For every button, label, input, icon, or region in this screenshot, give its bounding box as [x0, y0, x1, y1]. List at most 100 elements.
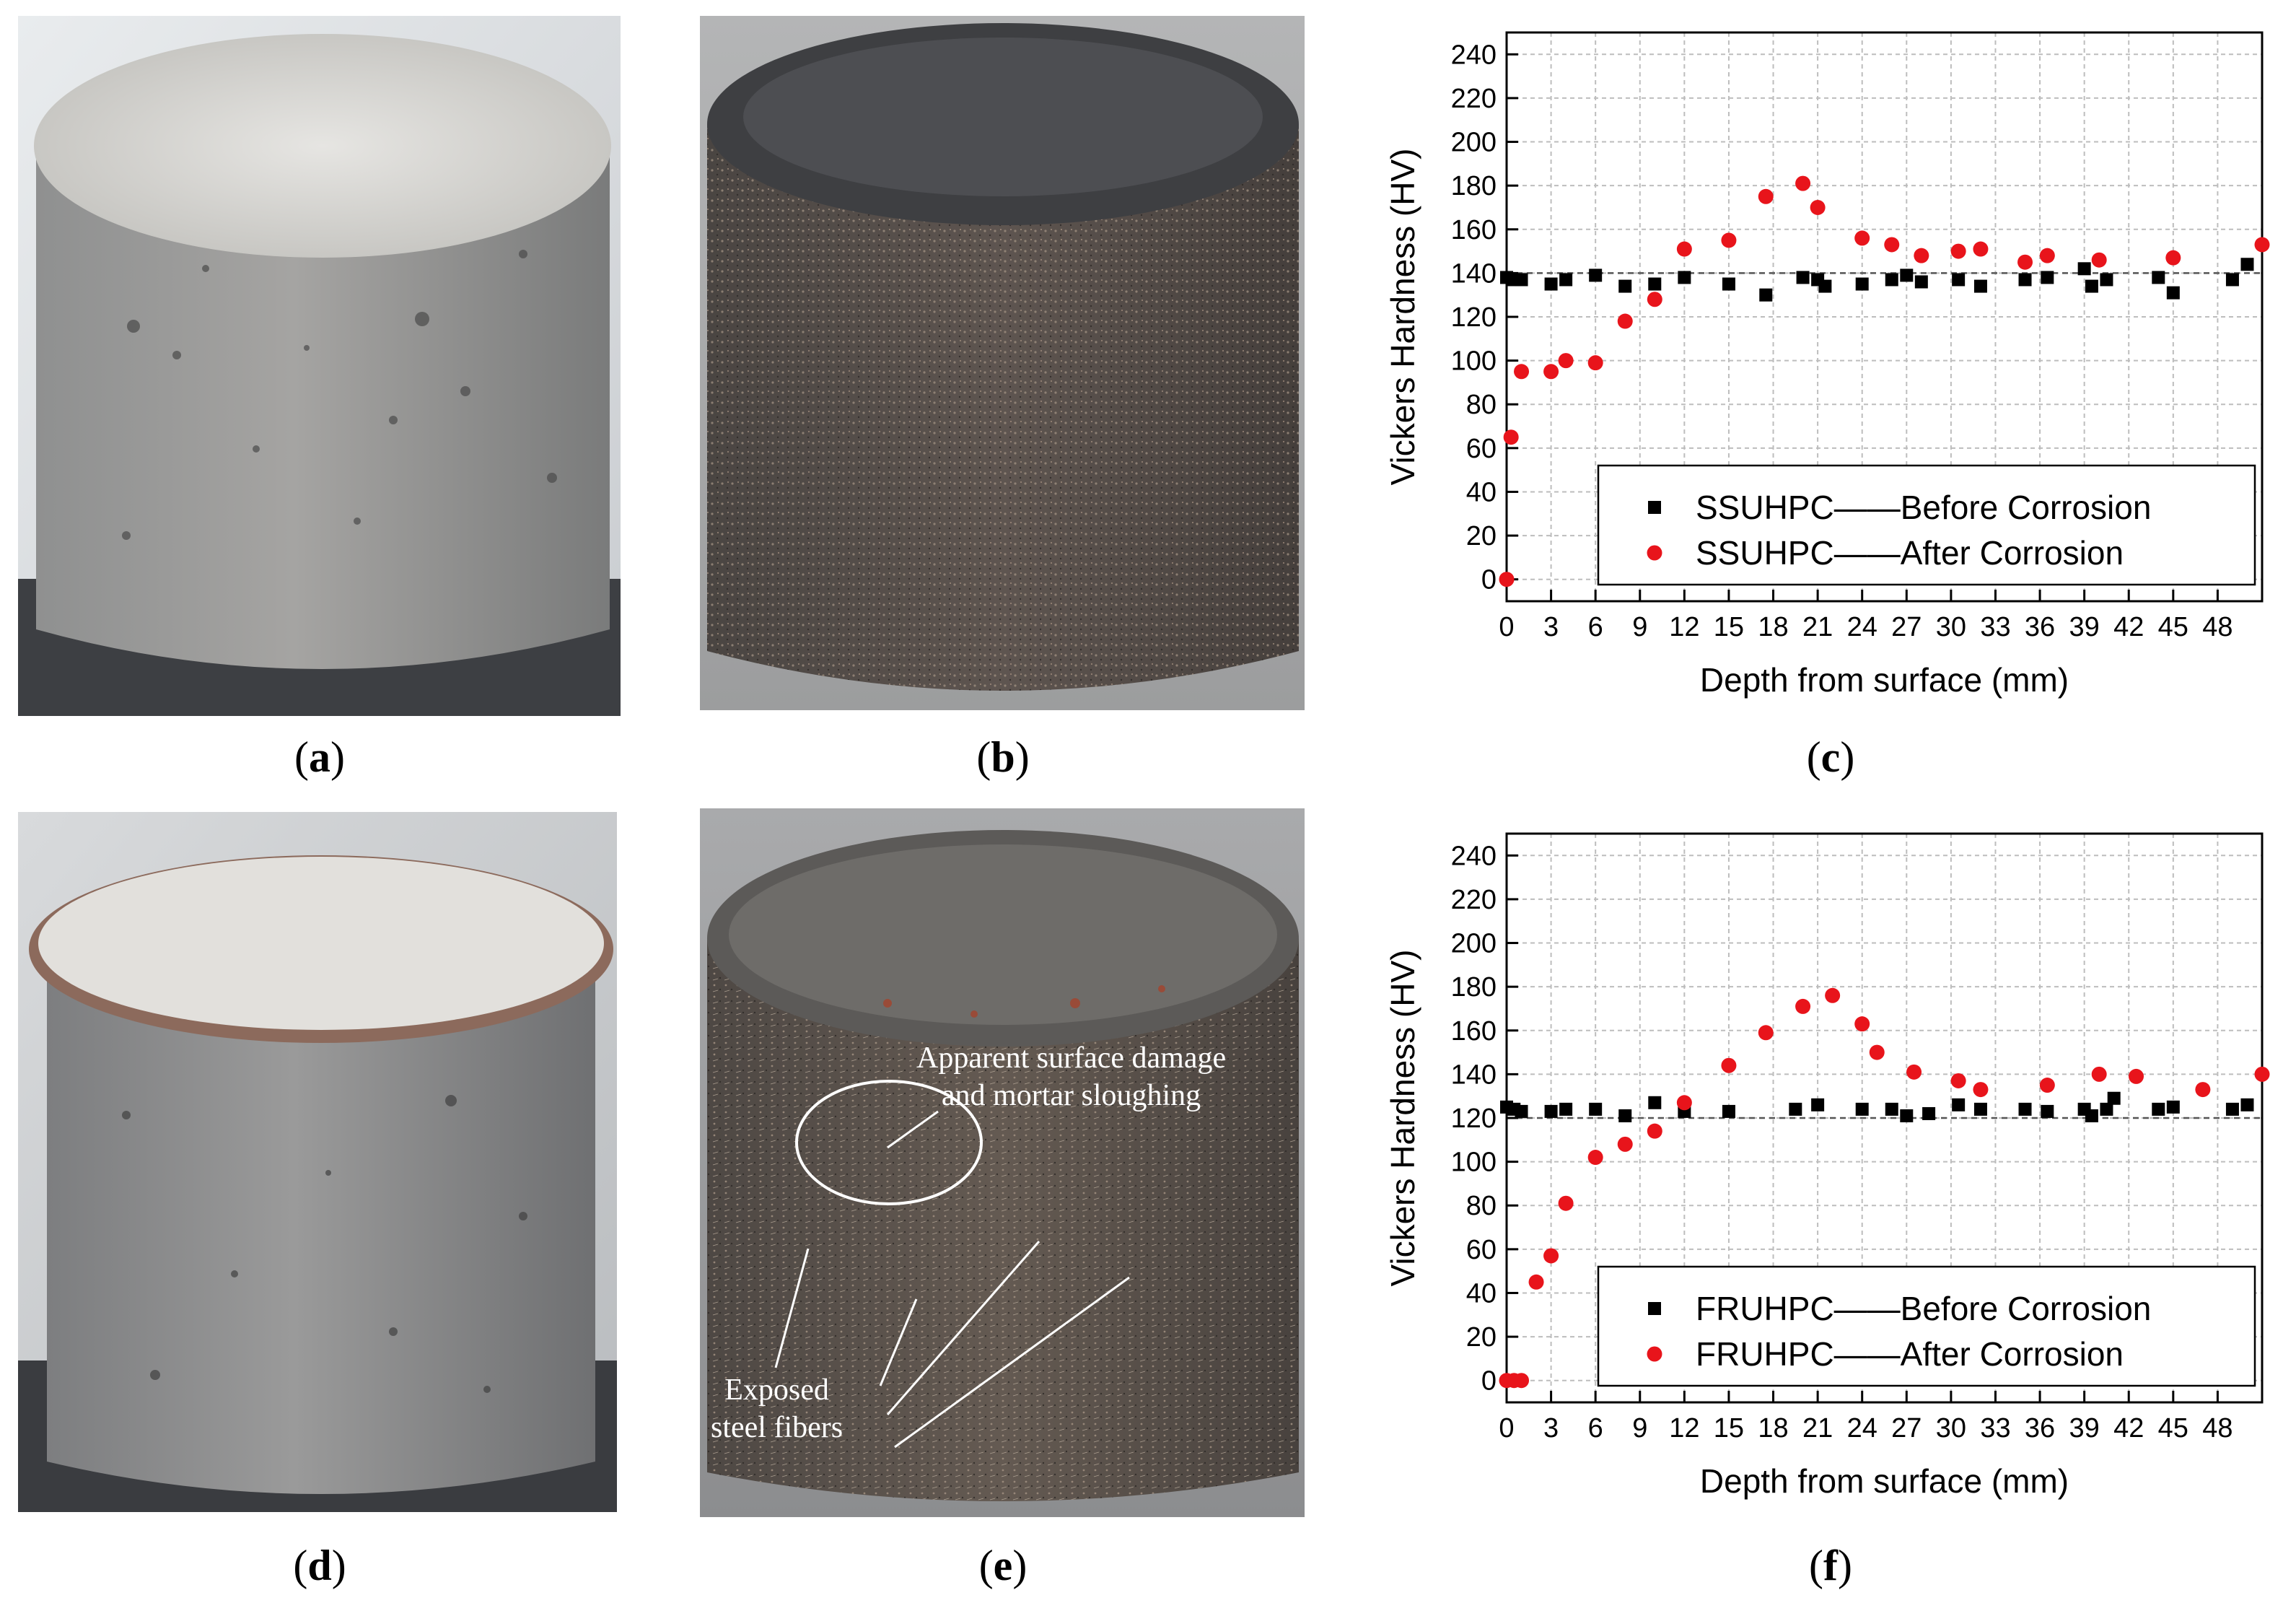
y-tick-label: 40 — [1466, 477, 1497, 507]
y-tick-label: 140 — [1451, 1060, 1497, 1090]
x-tick-label: 30 — [1936, 1413, 1966, 1443]
legend-label: FRUHPC——Before Corrosion — [1696, 1290, 2151, 1327]
legend-label: FRUHPC——After Corrosion — [1696, 1335, 2124, 1373]
data-point-after — [1499, 572, 1515, 588]
y-tick-label: 60 — [1466, 1235, 1497, 1265]
chart-f-svg: 0 3 6 9 12 15 18 21 24 27 30 33 36 39 42 45 480204060801… — [1384, 832, 2270, 1500]
annotation-surface-damage: Apparent surface damage and mortar sloug… — [916, 1039, 1226, 1114]
y-tick-label: 160 — [1451, 1016, 1497, 1047]
data-point-before — [2041, 1104, 2054, 1118]
data-point-before — [1722, 277, 1735, 291]
legend-label: SSUHPC——After Corrosion — [1696, 534, 2124, 572]
data-point-after — [1795, 998, 1811, 1014]
data-point-before — [1885, 273, 1898, 287]
data-point-before — [1914, 275, 1928, 289]
y-tick-label: 220 — [1451, 885, 1497, 915]
x-tick-label: 0 — [1499, 1413, 1514, 1443]
data-point-after — [2195, 1082, 2211, 1098]
data-point-before — [1885, 1102, 1898, 1116]
data-point-before — [2018, 1102, 2032, 1116]
y-tick-label: 100 — [1451, 346, 1497, 377]
caption-e: (e) — [978, 1542, 1027, 1589]
data-point-after — [2254, 1066, 2270, 1082]
data-point-after — [1543, 364, 1559, 380]
x-tick-label: 21 — [1802, 612, 1833, 642]
data-point-after — [1617, 313, 1633, 329]
annotation-damage-line2: and mortar sloughing — [941, 1079, 1201, 1112]
data-point-after — [1617, 1136, 1633, 1152]
y-tick-label: 220 — [1451, 84, 1497, 114]
caption-a: (a) — [294, 733, 345, 781]
y-tick-label: 160 — [1451, 215, 1497, 245]
data-point-before — [1515, 1104, 1528, 1118]
data-point-after — [1810, 199, 1826, 215]
data-point-before — [1789, 1102, 1802, 1116]
chart-f: 0 3 6 9 12 15 18 21 24 27 30 33 36 39 42 45 48 0 20 40 60 80 1… — [1371, 816, 2295, 1530]
data-point-after — [2039, 248, 2055, 263]
y-tick-label: 180 — [1451, 972, 1497, 1003]
data-point-before — [2100, 273, 2113, 287]
x-tick-label: 42 — [2113, 612, 2144, 642]
data-point-after — [2017, 254, 2033, 270]
data-point-before — [1589, 268, 1603, 282]
y-axis-label: Vickers Hardness (HV) — [1384, 149, 1421, 486]
x-tick-label: 21 — [1802, 1413, 1833, 1443]
annotation-exposed-fibers: Exposed steel fibers — [711, 1371, 843, 1446]
data-point-before — [1618, 1109, 1632, 1122]
legend-marker-before — [1648, 501, 1661, 514]
data-point-after — [1558, 1195, 1574, 1211]
data-point-before — [1811, 1098, 1825, 1111]
y-tick-label: 240 — [1451, 841, 1497, 871]
x-tick-label: 39 — [2069, 612, 2100, 642]
data-point-after — [1647, 1123, 1662, 1139]
y-tick-label: 200 — [1451, 128, 1497, 158]
legend-box — [1597, 1265, 2256, 1387]
data-point-before — [1515, 273, 1528, 287]
legend-marker-after — [1647, 545, 1662, 561]
data-point-after — [1758, 1025, 1774, 1041]
x-tick-label: 42 — [2113, 1413, 2144, 1443]
data-point-after — [1854, 1016, 1870, 1032]
legend-box — [1597, 464, 2256, 586]
data-point-after — [1528, 1274, 1544, 1290]
data-point-before — [1900, 268, 1914, 282]
y-tick-label: 60 — [1466, 434, 1497, 464]
x-tick-label: 36 — [2025, 1413, 2055, 1443]
x-tick-label: 24 — [1847, 1413, 1877, 1443]
data-point-before — [2152, 271, 2165, 284]
data-point-after — [1543, 1248, 1559, 1264]
data-point-before — [2041, 271, 2054, 284]
data-point-before — [1952, 1098, 1966, 1111]
x-tick-label: 0 — [1499, 612, 1514, 642]
x-tick-label: 3 — [1543, 1413, 1559, 1443]
data-point-after — [2165, 250, 2181, 266]
legend-marker-before — [1648, 1302, 1661, 1315]
photo-b-ssuhpc-after — [700, 16, 1305, 710]
data-point-before — [1589, 1102, 1603, 1116]
data-point-before — [1544, 1104, 1558, 1118]
data-point-before — [1922, 1106, 1936, 1120]
data-point-after — [1973, 241, 1989, 257]
y-tick-label: 200 — [1451, 929, 1497, 959]
x-tick-label: 9 — [1632, 612, 1647, 642]
data-point-before — [1559, 1102, 1573, 1116]
caption-b: (b) — [976, 733, 1030, 781]
data-point-after — [1721, 232, 1737, 248]
annotation-fibers-line1: Exposed — [724, 1373, 829, 1407]
data-point-after — [1721, 1057, 1737, 1073]
x-tick-label: 30 — [1936, 612, 1966, 642]
data-point-before — [2100, 1102, 2113, 1116]
annotation-fibers-line2: steel fibers — [711, 1411, 844, 1444]
data-point-after — [1558, 353, 1574, 369]
data-point-after — [1950, 1073, 1966, 1088]
data-point-after — [2129, 1068, 2144, 1084]
legend: SSUHPC——Before Corrosion SSUHPC——After Co… — [1597, 464, 2256, 586]
data-point-before — [2018, 273, 2032, 287]
data-point-before — [2077, 262, 2091, 276]
x-axis-label: Depth from surface (mm) — [1700, 1462, 2069, 1500]
data-point-after — [1906, 1064, 1922, 1080]
data-point-before — [2166, 1100, 2180, 1114]
x-tick-label: 9 — [1632, 1413, 1647, 1443]
data-point-after — [1914, 248, 1929, 263]
x-tick-label: 18 — [1758, 612, 1788, 642]
